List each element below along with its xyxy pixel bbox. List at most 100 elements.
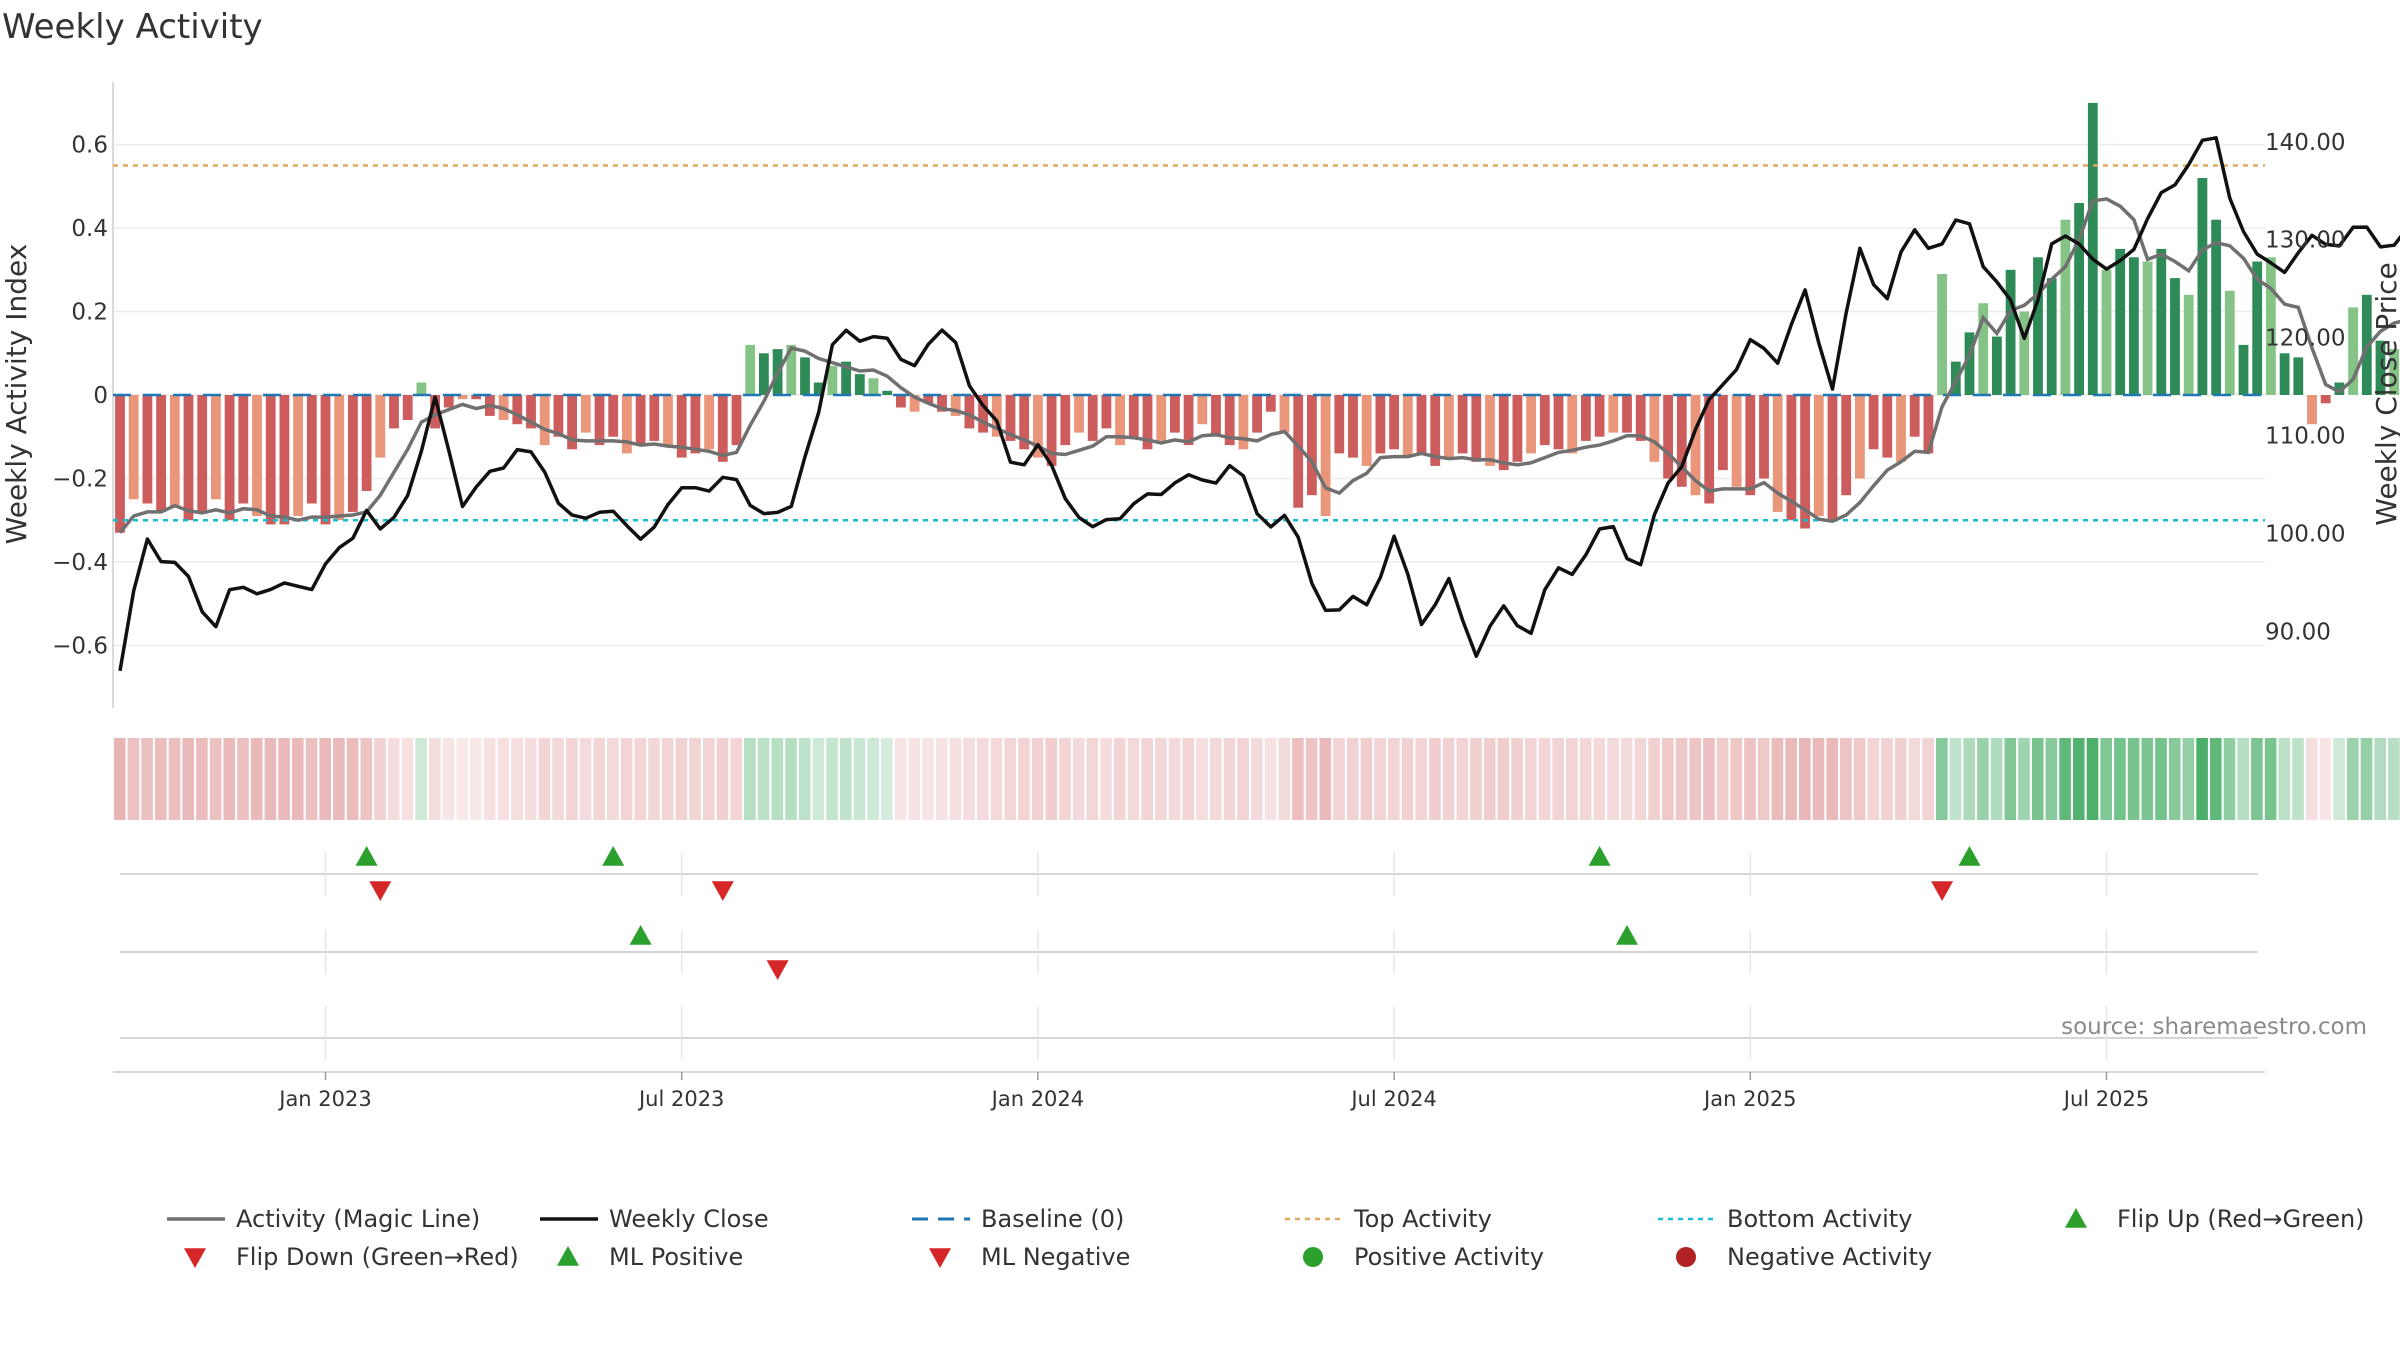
flip-up-marker	[355, 846, 378, 866]
chart-title: Weekly Activity	[2, 7, 263, 47]
heat-cell	[1881, 738, 1893, 820]
heat-cell	[1141, 738, 1153, 820]
right-tick-label: 90.00	[2265, 620, 2331, 646]
activity-bar	[2074, 203, 2084, 395]
activity-bar	[1115, 395, 1125, 446]
activity-bar	[252, 395, 262, 516]
activity-bar	[786, 344, 797, 395]
heat-cell	[1566, 738, 1578, 820]
heat-cell	[1401, 738, 1414, 820]
activity-bar	[443, 395, 454, 408]
heat-cell	[1045, 738, 1058, 820]
heat-cell	[1744, 738, 1756, 820]
heat-cell	[812, 738, 825, 820]
activity-bar	[745, 344, 756, 395]
heat-cell	[1867, 738, 1880, 820]
activity-bar	[663, 395, 673, 446]
heat-cell	[1059, 738, 1071, 820]
heat-cell	[2059, 738, 2071, 820]
heat-cell	[689, 738, 701, 820]
left-tick-label: −0.2	[52, 466, 108, 492]
heat-cell	[1675, 738, 1688, 820]
heat-cell	[2182, 738, 2195, 820]
activity-bar	[430, 395, 440, 429]
activity-bar	[2183, 294, 2194, 395]
activity-bar	[1800, 395, 1810, 529]
heat-cell	[429, 738, 441, 820]
activity-bar	[1512, 395, 1523, 462]
legend-label: ML Positive	[609, 1243, 743, 1271]
signal-panels	[120, 846, 2258, 1060]
heat-cell	[2141, 738, 2154, 820]
activity-bar	[567, 395, 577, 450]
heat-cell	[456, 738, 468, 820]
activity-bar	[1005, 395, 1016, 441]
heat-cell	[1963, 738, 1975, 820]
activity-bar	[1197, 395, 1208, 425]
heat-cell	[1456, 738, 1469, 820]
weekly-close-line	[118, 136, 2400, 672]
activity-bar	[2375, 340, 2386, 395]
activity-bar	[1224, 395, 1235, 446]
activity-bar	[1649, 395, 1660, 462]
activity-bar	[1046, 395, 1057, 466]
heat-cell	[2210, 738, 2222, 820]
activity-bar	[1813, 395, 1824, 516]
activity-bar	[1457, 395, 1468, 454]
heat-cell	[1100, 738, 1112, 820]
heat-cell	[840, 738, 852, 820]
activity-bar	[1594, 395, 1605, 437]
heat-cell	[155, 738, 167, 820]
activity-bar	[334, 395, 345, 521]
flip-down-marker	[1931, 881, 1954, 901]
heat-cell	[2114, 738, 2126, 820]
activity-bar	[854, 374, 865, 395]
heat-cell	[1004, 738, 1016, 820]
activity-bar	[1252, 395, 1262, 433]
heat-cell	[1114, 738, 1126, 820]
heat-cell	[1689, 738, 1701, 820]
heat-cell	[552, 738, 564, 820]
activity-bar	[978, 395, 988, 433]
right-y-axis-label: Weekly Close Price	[2370, 262, 2400, 525]
activity-bar	[115, 395, 125, 533]
activity-bar	[1183, 395, 1194, 446]
heat-cell	[1771, 738, 1784, 820]
heat-cell	[2360, 738, 2373, 820]
heat-cell	[853, 738, 866, 820]
heat-cell	[1607, 738, 1619, 820]
heat-cell	[648, 738, 660, 820]
legend-label: Negative Activity	[1727, 1243, 1932, 1271]
activity-bar	[238, 395, 249, 504]
activity-bar	[1567, 395, 1578, 454]
heat-cell	[237, 738, 249, 820]
x-tick-label: Jan 2023	[277, 1087, 372, 1111]
right-tick-label: 100.00	[2265, 522, 2345, 548]
activity-bar	[1265, 395, 1276, 412]
heat-cell	[1894, 738, 1907, 820]
legend-label: Activity (Magic Line)	[236, 1205, 480, 1233]
flip-up-marker	[1588, 846, 1611, 866]
heat-cell	[1168, 738, 1181, 820]
activity-bar	[594, 395, 605, 446]
activity-bar	[1361, 395, 1372, 466]
activity-bar	[1485, 395, 1495, 466]
activity-bar	[704, 395, 714, 450]
right-tick-label: 130.00	[2265, 228, 2345, 254]
heat-cell	[1429, 738, 1441, 820]
activity-bar	[2211, 219, 2221, 395]
heat-cell	[1826, 738, 1838, 820]
legend: Activity (Magic Line) Weekly Close Baselin…	[167, 1205, 2365, 1271]
activity-bar	[1334, 395, 1345, 454]
activity-bar	[1019, 395, 1030, 450]
activity-bar	[1855, 395, 1865, 479]
heat-cell	[1209, 738, 1222, 820]
activity-bar	[909, 395, 920, 412]
heat-cell	[2237, 738, 2249, 820]
heat-cell	[757, 738, 770, 820]
ml-negative-marker	[766, 960, 789, 980]
activity-bar	[1348, 395, 1358, 458]
heat-cell	[415, 738, 427, 820]
heat-cell	[1552, 738, 1564, 820]
